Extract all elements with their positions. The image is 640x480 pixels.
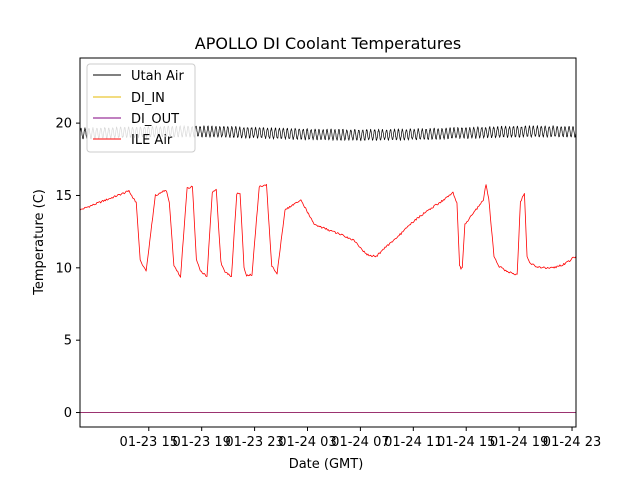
y-tick-label: 20 <box>55 117 72 132</box>
legend-box <box>86 63 196 153</box>
y-tick-label: 0 <box>64 406 72 421</box>
x-tick-label: 01-24 03 <box>278 435 336 450</box>
x-tick-label: 01-24 11 <box>384 435 442 450</box>
y-tick-label: 10 <box>55 261 72 276</box>
x-axis-label: Date (GMT) <box>289 457 364 472</box>
y-tick-label: 15 <box>55 189 72 204</box>
y-tick-label: 5 <box>64 334 72 349</box>
x-tick-label: 01-24 07 <box>331 435 389 450</box>
x-tick-label: 01-24 15 <box>437 435 495 450</box>
legend-label-ile-air: ILE Air <box>131 133 173 148</box>
legend: Utah Air DI_IN DI_OUT ILE Air <box>86 63 196 153</box>
x-tick-label: 01-24 19 <box>490 435 548 450</box>
x-tick-label: 01-24 23 <box>543 435 601 450</box>
x-tick-label: 01-23 19 <box>172 435 230 450</box>
x-tick-label: 01-23 15 <box>120 435 178 450</box>
y-axis-label: Temperature (C) <box>32 189 47 296</box>
legend-label-di-in: DI_IN <box>131 91 165 106</box>
plot-frame <box>79 57 577 428</box>
legend-label-utah-air: Utah Air <box>131 69 184 84</box>
series-line-ile-air <box>80 183 576 278</box>
y-axis: 0 5 10 15 20 <box>55 117 80 421</box>
x-tick-label: 01-23 23 <box>225 435 283 450</box>
legend-label-di-out: DI_OUT <box>131 112 179 127</box>
chart-title: APOLLO DI Coolant Temperatures <box>195 34 461 53</box>
